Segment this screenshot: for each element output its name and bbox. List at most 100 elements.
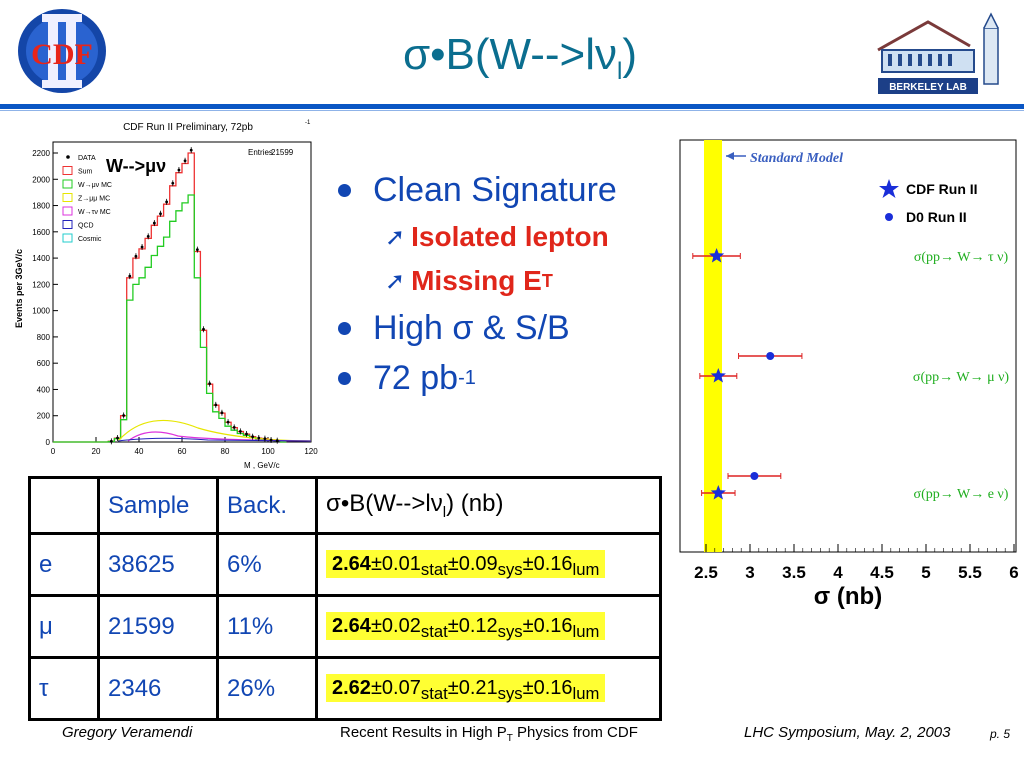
cdf-star-marker	[709, 248, 725, 263]
y-tick-label: 1200	[32, 280, 50, 289]
histogram-entries-value: 21599	[271, 148, 294, 157]
standard-model-band	[704, 140, 722, 552]
y-tick-label: 1000	[32, 307, 50, 316]
title-rule	[0, 104, 1024, 109]
header-sample: Sample	[97, 476, 219, 535]
comparison-rows: σ(pp→ W→ τ ν) σ(pp→ W→ μ ν) σ(pp→ W→ e ν)	[692, 248, 1010, 502]
histogram-svg: CDF Run II Preliminary, 72pb -1 Events p…	[14, 120, 318, 470]
x-tick-label: 4	[833, 563, 843, 582]
histogram-ylabel: Events per 3GeV/c	[14, 249, 24, 328]
sample-cell: 38625	[97, 532, 219, 597]
legend-marker	[62, 220, 73, 229]
histogram-entries-label: Entries	[248, 148, 273, 157]
result-cell: 2.64±0.02stat±0.12sys±0.16lum	[315, 594, 662, 659]
data-point	[183, 159, 187, 163]
legend-label: Cosmic	[78, 236, 102, 243]
y-tick-label: 2000	[32, 175, 50, 184]
process-label: σ(pp→ W→ μ ν)	[913, 370, 1010, 385]
legend-label: Z→μμ MC	[78, 196, 110, 203]
data-point	[122, 414, 126, 417]
x-tick-label: 2.5	[694, 563, 718, 582]
legend-label: W→τν MC	[78, 209, 111, 216]
data-point	[116, 436, 119, 440]
table-row: e 38625 6% 2.64±0.01stat±0.09sys±0.16lum	[28, 532, 662, 597]
bullet-dot	[338, 183, 351, 197]
data-point	[128, 274, 132, 278]
legend-marker	[66, 155, 70, 159]
legend-label: DATA	[78, 155, 96, 162]
x-tick-label: 80	[221, 447, 230, 456]
legend-label: W→μν MC	[78, 182, 112, 189]
data-point	[232, 426, 236, 429]
y-tick-label: 600	[37, 359, 51, 368]
histogram-process-label: W-->μν	[106, 156, 166, 176]
y-tick-label: 0	[46, 438, 51, 447]
result-cell: 2.64±0.01stat±0.09sys±0.16lum	[315, 532, 662, 597]
mass-histogram: CDF Run II Preliminary, 72pb -1 Events p…	[8, 118, 318, 473]
bullet-clean-signature: Clean Signature	[330, 165, 670, 215]
data-point	[214, 403, 218, 407]
cross-section-comparison: Standard Model CDF Run II D0 Run II σ(pp…	[676, 136, 1021, 616]
histogram-legend: DATA Sum W→μν MC Z→μμ MC W→τν MC QCD Cosmic	[62, 155, 112, 243]
footer-talk: Recent Results in High PT Physics from C…	[340, 724, 638, 744]
comparison-x-ticks: 2.5 3 3.5 4 4.5 5 5.5 6	[694, 544, 1019, 582]
y-tick-label: 1600	[32, 228, 50, 237]
result-highlight: 2.64±0.01stat±0.09sys±0.16lum	[326, 550, 606, 579]
berkeley-lab-text: BERKELEY LAB	[889, 82, 967, 93]
cdf-logo-text: CDF	[31, 38, 93, 71]
legend-marker	[62, 206, 73, 216]
data-point	[275, 439, 279, 443]
bullet-luminosity: 72 pb -1	[330, 353, 670, 403]
data-point	[171, 181, 175, 185]
results-table: Sample Back. σ•B(W-->lνl) (nb) e 38625 6…	[28, 476, 662, 721]
bullet-isolated-lepton: ➚ Isolated lepton	[385, 221, 609, 252]
data-point	[245, 432, 248, 436]
legend-d0-dot-icon	[885, 213, 893, 221]
x-tick-label: 0	[51, 447, 56, 456]
data-point	[189, 148, 193, 152]
back-cell: 6%	[216, 532, 318, 597]
result-highlight: 2.64±0.02stat±0.12sys±0.16lum	[326, 612, 606, 641]
y-tick-label: 800	[37, 333, 51, 342]
data-point	[146, 234, 150, 238]
legend-marker	[62, 179, 73, 189]
sample-cell: 21599	[97, 594, 219, 659]
x-tick-label: 5	[921, 563, 930, 582]
footer-page: p. 5	[990, 727, 1011, 741]
y-tick-label: 200	[37, 412, 51, 421]
title-rule-thin	[0, 110, 1024, 111]
data-point	[177, 168, 181, 172]
x-tick-label: 4.5	[870, 563, 894, 582]
data-point	[152, 221, 156, 225]
histogram-x-ticks: 0 20 40 60 80 100 120	[51, 437, 318, 456]
x-tick-label: 100	[261, 447, 275, 456]
x-tick-label: 40	[135, 447, 144, 456]
x-tick-label: 60	[178, 447, 187, 456]
legend-label: Sum	[78, 169, 93, 176]
data-point	[238, 429, 242, 433]
data-point	[134, 254, 138, 258]
legend-marker	[62, 166, 73, 175]
legend-marker	[62, 193, 73, 202]
lepton-cell: e	[28, 532, 100, 597]
y-tick-label: 1800	[32, 202, 50, 211]
result-highlight: 2.62±0.07stat±0.21sys±0.16lum	[326, 674, 606, 703]
footer-author: Gregory Veramendi	[62, 724, 193, 741]
header-back: Back.	[216, 476, 318, 535]
x-tick-label: 3.5	[782, 563, 806, 582]
y-tick-label: 400	[37, 385, 51, 394]
legend-d0-label: D0 Run II	[906, 209, 967, 225]
cdf-logo: CDF	[14, 6, 110, 96]
qcd-histogram	[117, 437, 312, 442]
data-point	[195, 248, 199, 252]
back-cell: 11%	[216, 594, 318, 659]
x-tick-label: 5.5	[958, 563, 982, 582]
x-tick-label: 120	[304, 447, 318, 456]
data-points	[109, 147, 279, 445]
lepton-cell: τ	[28, 656, 100, 721]
lepton-cell: μ	[28, 594, 100, 659]
histogram-xlabel: M , GeV/c	[244, 461, 280, 470]
result-cell: 2.62±0.07stat±0.21sys±0.16lum	[315, 656, 662, 721]
legend-cdf-label: CDF Run II	[906, 181, 978, 197]
